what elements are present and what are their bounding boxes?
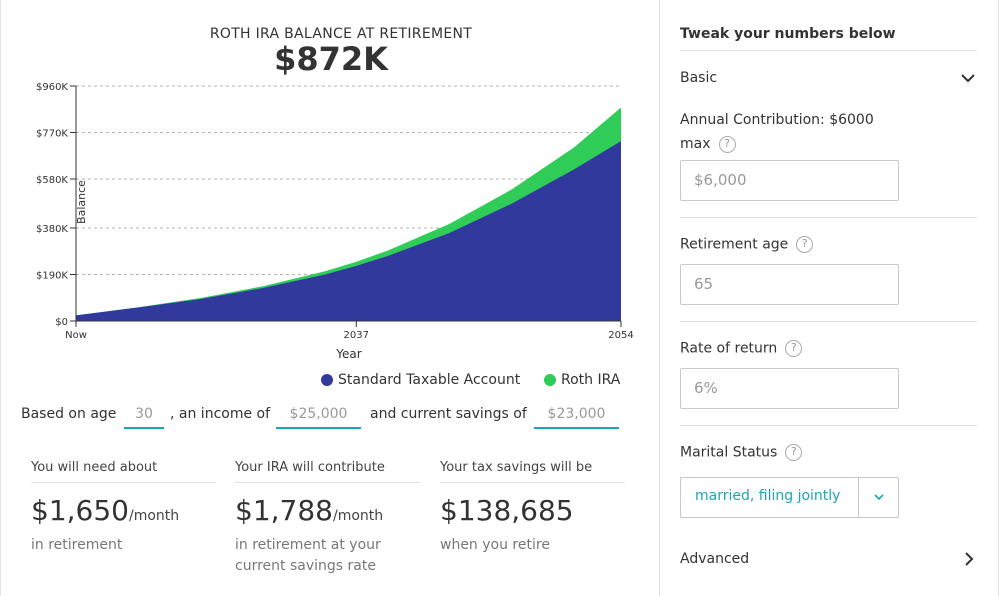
retirement-age-label-text: Retirement age: [680, 236, 789, 253]
stat-need-unit: /month: [128, 508, 180, 524]
divider: [680, 50, 977, 51]
income-input[interactable]: $25,000: [276, 406, 361, 429]
age-input[interactable]: 30: [124, 406, 164, 429]
stat-contribute: Your IRA will contribute $1,788/month in…: [235, 460, 420, 577]
savings-input[interactable]: $23,000: [534, 406, 619, 429]
stat-tax-value: $138,685: [440, 494, 625, 527]
contribution-label: Annual Contribution: $6000 max?: [680, 108, 895, 156]
divider: [680, 321, 977, 322]
contribution-label-text: Annual Contribution: $6000 max: [680, 112, 874, 152]
marital-status-select[interactable]: married, filing jointly: [680, 477, 899, 518]
stat-need: You will need about $1,650/month in reti…: [31, 460, 216, 556]
advanced-toggle[interactable]: Advanced: [680, 551, 980, 575]
stat-contribute-amount: $1,788: [235, 494, 333, 527]
stat-need-value: $1,650/month: [31, 494, 216, 527]
chevron-right-icon: [965, 552, 974, 566]
marital-status-label-text: Marital Status: [680, 444, 778, 461]
results-section: ROTH IRA BALANCE AT RETIREMENT $872K $96…: [0, 0, 661, 596]
y-axis-label: Balance: [75, 180, 88, 224]
chart-title: ROTH IRA BALANCE AT RETIREMENT: [209, 26, 473, 42]
balance-value: $872K: [274, 40, 388, 78]
savings-prefix: and current savings of: [370, 406, 527, 422]
balance-chart: $960K $770K $580K $380K $190K $0 Now 2037 2054 Y…: [36, 82, 634, 361]
stat-contribute-unit: /month: [332, 508, 384, 524]
retirement-age-label: Retirement age?: [680, 236, 814, 253]
basic-label: Basic: [680, 70, 718, 86]
taxable-account-area: [76, 141, 621, 321]
settings-panel: Tweak your numbers below Basic Annual Co…: [659, 0, 999, 596]
chart-axes: $960K $770K $580K $380K $190K $0 Now 2037 2054: [36, 82, 634, 341]
select-toggle[interactable]: [858, 478, 898, 517]
stat-tax-amount: $138,685: [440, 494, 574, 527]
stat-tax-savings: Your tax savings will be $138,685 when y…: [440, 460, 625, 556]
stat-tax-sub: when you retire: [440, 537, 550, 553]
panel-title: Tweak your numbers below: [680, 26, 896, 42]
marital-status-label: Marital Status?: [680, 444, 803, 461]
age-prefix: Based on age: [21, 406, 117, 422]
stat-need-sub: in retirement: [31, 537, 123, 553]
marital-status-value: married, filing jointly: [695, 488, 841, 504]
y-tick-label: $0: [55, 317, 68, 328]
x-axis-label: Year: [335, 347, 361, 361]
stat-tax-label: Your tax savings will be: [440, 460, 625, 483]
income-prefix: , an income of: [170, 406, 271, 422]
legend-taxable-label: Standard Taxable Account: [338, 372, 521, 388]
rate-of-return-input[interactable]: 6%: [680, 368, 899, 409]
help-icon[interactable]: ?: [785, 340, 803, 357]
stat-need-label: You will need about: [31, 460, 216, 483]
rate-of-return-label-text: Rate of return: [680, 340, 778, 357]
retirement-age-input[interactable]: 65: [680, 264, 899, 305]
contribution-input[interactable]: $6,000: [680, 160, 899, 201]
x-tick-label: Now: [65, 330, 87, 341]
legend-roth-label: Roth IRA: [561, 372, 621, 388]
help-icon[interactable]: ?: [796, 236, 814, 253]
chevron-down-icon: [961, 74, 975, 83]
y-tick-label: $380K: [36, 224, 68, 235]
basic-toggle[interactable]: Basic: [680, 70, 980, 94]
help-icon[interactable]: ?: [785, 444, 803, 461]
assumptions-sentence: Based on age 30 , an income of $25,000 a…: [21, 406, 661, 436]
stat-contribute-sub: in retirement at your current savings ra…: [235, 537, 381, 574]
legend-taxable-dot: [321, 374, 333, 386]
stat-contribute-label: Your IRA will contribute: [235, 460, 420, 483]
legend-roth: Roth IRA: [544, 372, 620, 388]
divider: [680, 217, 977, 218]
y-tick-label: $580K: [36, 175, 68, 186]
legend-roth-dot: [544, 374, 556, 386]
legend-taxable: Standard Taxable Account: [321, 372, 520, 388]
help-icon[interactable]: ?: [718, 135, 736, 153]
y-tick-label: $960K: [36, 82, 68, 93]
divider: [680, 425, 977, 426]
x-tick-label: 2037: [344, 330, 369, 341]
y-tick-label: $190K: [36, 270, 68, 281]
advanced-label: Advanced: [680, 551, 750, 567]
stat-contribute-value: $1,788/month: [235, 494, 420, 527]
x-tick-label: 2054: [608, 330, 633, 341]
chevron-down-icon: [874, 494, 884, 501]
stat-need-amount: $1,650: [31, 494, 129, 527]
y-tick-label: $770K: [36, 129, 68, 140]
rate-of-return-label: Rate of return?: [680, 340, 803, 357]
